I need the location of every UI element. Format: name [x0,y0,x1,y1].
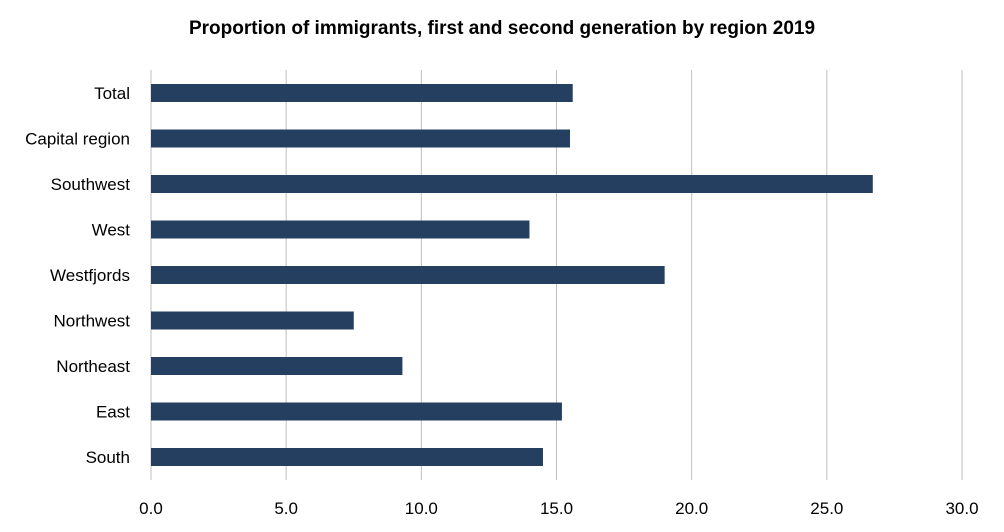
category-label: Total [94,84,130,103]
x-tick-label: 0.0 [139,499,163,518]
bar-capital-region [151,129,571,148]
category-label: Northeast [56,357,130,376]
bar-northwest [151,311,354,330]
bars [151,84,873,466]
bar-westfjords [151,266,665,284]
bar-total [151,84,573,102]
bar-southwest [151,175,873,193]
category-label: Northwest [53,312,130,331]
x-tick-label: 25.0 [810,499,843,518]
x-tick-label: 15.0 [540,499,573,518]
category-label: Southwest [51,175,131,194]
category-labels: Total Capital region Southwest West Westfjor… [25,84,130,467]
chart-title: Proportion of immigrants, first and seco… [188,18,816,39]
bar-south [151,448,543,466]
x-tick-labels: 0.0 5.0 10.0 15.0 20.0 25.0 30.0 [139,499,978,518]
bar-east [151,402,562,421]
category-label: Westfjords [50,266,130,285]
x-tick-label: 20.0 [675,499,708,518]
category-label: West [92,221,131,240]
bar-west [151,220,530,239]
category-label: Capital region [25,130,130,149]
category-label: South [86,448,130,467]
bar-northeast [151,357,403,375]
x-tick-label: 30.0 [945,499,978,518]
x-tick-label: 10.0 [405,499,438,518]
x-tick-label: 5.0 [274,499,298,518]
category-label: East [96,403,130,422]
